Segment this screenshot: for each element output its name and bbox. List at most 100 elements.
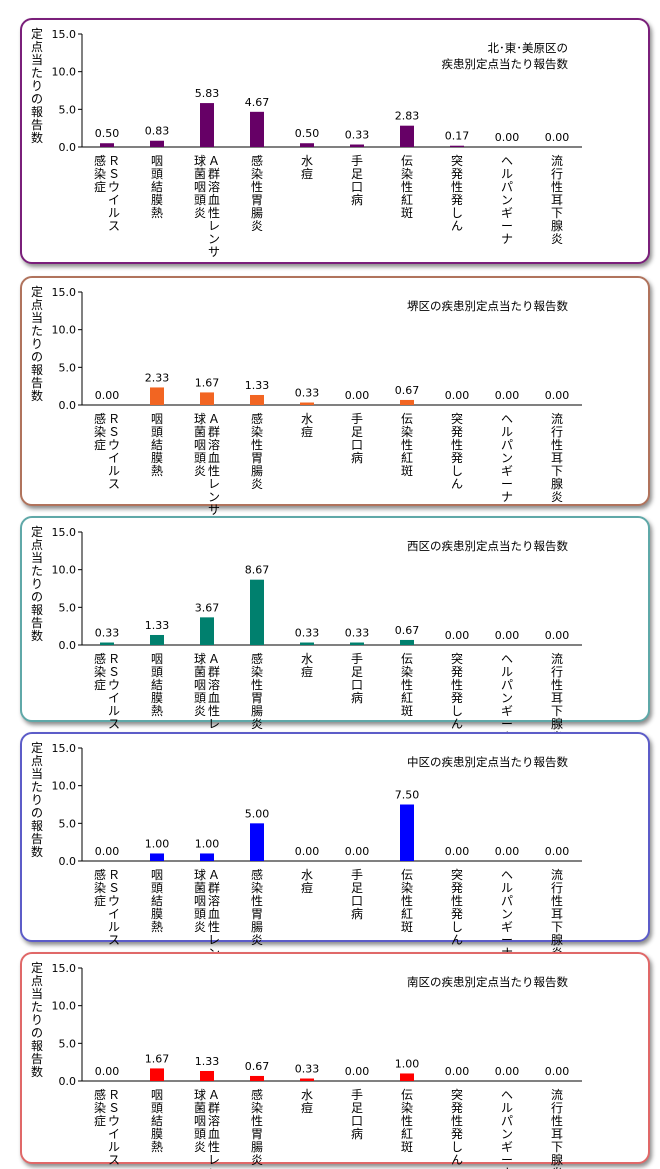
chart-panel-3: 定点当たりの報告数 西区の疾患別定点当たり報告数 0.0 5.0 10.0 15.0 0.3… <box>20 516 650 757</box>
category-label: Ａ群溶血性レンサ <box>208 1088 220 1169</box>
category-label-char: 咽 <box>194 678 206 692</box>
category-label-char: 痘 <box>301 664 313 679</box>
category-label-char: 腸 <box>251 920 263 934</box>
category-label: 咽頭結膜熱 <box>151 154 163 220</box>
category-label-char: ヘ <box>501 154 513 168</box>
bar <box>400 125 414 147</box>
category-label-char: し <box>451 1140 463 1154</box>
category-label-char: ス <box>108 477 120 491</box>
data-label: 0.33 <box>95 627 120 640</box>
category-label-char: 染 <box>401 424 413 439</box>
chart-title: 西区の疾患別定点当たり報告数 <box>407 538 568 554</box>
category-label-char: 球 <box>194 412 206 426</box>
category-label-char: 流 <box>551 412 563 426</box>
category-label-char: 性 <box>401 180 413 194</box>
category-label-char: 血 <box>208 907 220 921</box>
category-label-char: 発 <box>451 167 463 181</box>
category-label-char: ン <box>501 193 513 207</box>
category-label-char: 染 <box>251 424 263 439</box>
category-label-char: 頭 <box>194 907 206 921</box>
bar <box>200 1070 214 1081</box>
data-label: 0.00 <box>545 1065 570 1078</box>
category-label-char: ナ <box>501 232 513 246</box>
chart-title: 堺区の疾患別定点当たり報告数 <box>407 298 568 314</box>
category-label-char: ん <box>451 1153 463 1167</box>
category-label-char: 溶 <box>208 179 220 194</box>
category-label-char: 下 <box>551 206 563 220</box>
category-label-char: 症 <box>94 179 106 194</box>
data-label: 0.00 <box>545 845 570 858</box>
category-label-char: パ <box>501 1114 513 1128</box>
category-label-char: 斑 <box>401 206 413 220</box>
y-tick-label: 15.0 <box>52 526 77 539</box>
category-label-char: ル <box>501 1101 513 1115</box>
category-label-char: 群 <box>208 881 220 895</box>
category-label-char: 炎 <box>251 1153 263 1167</box>
category-label-char: 炎 <box>194 920 206 934</box>
bar <box>250 1075 264 1081</box>
category-label-char: ヘ <box>501 1088 513 1102</box>
category-label: 咽頭結膜熱 <box>151 652 163 718</box>
category-label-char: 膜 <box>151 451 163 465</box>
data-label: 0.00 <box>495 1065 520 1078</box>
category-label-char: 紅 <box>401 1127 413 1141</box>
y-tick-label: 5.0 <box>59 103 77 116</box>
category-label: 感染性胃腸炎 <box>251 411 263 491</box>
category-label-char: 感 <box>251 651 263 666</box>
bar <box>300 402 314 405</box>
category-label-char: Ｒ <box>108 652 120 666</box>
category-label-char: ギ <box>501 704 513 718</box>
data-label: 0.00 <box>495 629 520 642</box>
category-label-char: 水 <box>301 412 313 426</box>
category-label-char: 熱 <box>151 704 163 718</box>
category-label-char: 性 <box>401 678 413 692</box>
bar <box>300 1078 314 1081</box>
category-label-char: ナ <box>501 490 513 504</box>
category-label-char: 性 <box>551 678 563 692</box>
category-label-char: 発 <box>451 665 463 679</box>
category-label-char: 性 <box>208 704 220 718</box>
category-label-char: 痘 <box>301 1100 313 1115</box>
category-label-char: ナ <box>501 1166 513 1169</box>
category-label-char: 突 <box>451 651 463 666</box>
data-label: 5.83 <box>195 87 220 100</box>
category-label-char: ン <box>208 232 220 246</box>
category-label-char: ん <box>451 219 463 233</box>
category-label-char: 病 <box>351 192 363 207</box>
category-label-char: Ｒ <box>108 1088 120 1102</box>
category-label-char: 溶 <box>208 1113 220 1128</box>
bar <box>400 804 414 861</box>
category-label: 水痘 <box>301 412 313 439</box>
category-label-char: 突 <box>451 411 463 426</box>
data-label: 0.00 <box>445 1065 470 1078</box>
category-label-char: 炎 <box>551 232 563 246</box>
category-label: 感染性胃腸炎 <box>251 651 263 731</box>
category-label-char: 頭 <box>151 167 163 181</box>
category-label-char: 足 <box>351 665 363 679</box>
category-label-char: 性 <box>208 1140 220 1154</box>
category-label-char: 溶 <box>208 677 220 692</box>
category-label-char: 膜 <box>151 1127 163 1141</box>
category-label-char: イ <box>108 907 120 921</box>
category-label-char: 発 <box>451 193 463 207</box>
category-label-char: ン <box>501 907 513 921</box>
y-tick-label: 15.0 <box>52 28 77 41</box>
category-label-char: Ａ <box>208 412 220 426</box>
category-label-char: 球 <box>194 154 206 168</box>
category-label-char: 染 <box>251 880 263 895</box>
y-tick-label: 0.0 <box>59 639 77 652</box>
category-label-char: 腺 <box>551 219 563 233</box>
chart-svg: 0.0 5.0 10.0 15.0 0.50 0.83 5.83 4.67 0.50 0.33 2.… <box>52 28 582 259</box>
category-label-char: 腺 <box>551 933 563 947</box>
category-label-char: Ｒ <box>108 412 120 426</box>
category-label: 感染性胃腸炎 <box>251 1087 263 1167</box>
category-label-char: 腸 <box>251 1140 263 1154</box>
category-label-char: Ｓ <box>108 1101 120 1115</box>
category-label-char: 胃 <box>251 691 263 705</box>
category-label-char: 熱 <box>151 206 163 220</box>
category-label-char: 発 <box>451 1101 463 1115</box>
bar <box>350 642 364 645</box>
category-label-char: ル <box>501 425 513 439</box>
category-label-char: 頭 <box>151 881 163 895</box>
data-label: 0.83 <box>145 125 170 138</box>
